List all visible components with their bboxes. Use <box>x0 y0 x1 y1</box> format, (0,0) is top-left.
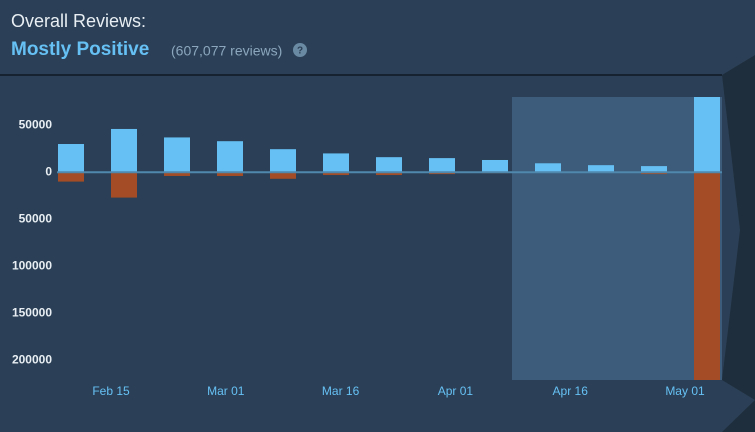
bar <box>58 172 84 182</box>
side-panel <box>722 55 755 432</box>
bar <box>429 158 455 173</box>
review-summary: Mostly Positive <box>11 39 149 60</box>
selection-range[interactable] <box>512 97 722 380</box>
bar <box>217 172 243 176</box>
bar <box>58 144 84 173</box>
y-tick-label: 0 <box>45 164 52 178</box>
x-tick-label: Feb 15 <box>92 384 130 398</box>
bar <box>111 172 137 198</box>
review-count: (607,077 reviews) <box>171 43 282 59</box>
bar <box>694 172 720 380</box>
bar <box>217 141 243 173</box>
bar <box>588 165 614 173</box>
y-tick-label: 50000 <box>19 117 53 131</box>
bar <box>641 166 667 173</box>
bar <box>164 137 190 173</box>
bar <box>482 159 508 173</box>
bar <box>323 172 349 176</box>
bar <box>376 157 402 173</box>
x-tick-label: Apr 16 <box>553 384 589 398</box>
bar <box>111 128 137 173</box>
help-icon-text[interactable]: ? <box>297 46 303 57</box>
bar <box>694 97 720 173</box>
bar <box>164 172 190 176</box>
x-tick-label: Mar 01 <box>207 384 245 398</box>
header-title: Overall Reviews: <box>11 11 146 31</box>
bar <box>270 172 296 179</box>
x-tick-label: Mar 16 <box>322 384 360 398</box>
bar <box>535 163 561 173</box>
help-icon[interactable] <box>293 43 307 57</box>
bar <box>376 172 402 176</box>
y-tick-label: 100000 <box>12 258 52 272</box>
y-tick-label: 150000 <box>12 305 52 319</box>
y-tick-label: 50000 <box>19 211 53 225</box>
x-tick-label: May 01 <box>665 384 705 398</box>
x-tick-label: Apr 01 <box>438 384 474 398</box>
y-tick-label: 200000 <box>12 352 52 366</box>
bar <box>270 149 296 173</box>
bar <box>323 153 349 173</box>
